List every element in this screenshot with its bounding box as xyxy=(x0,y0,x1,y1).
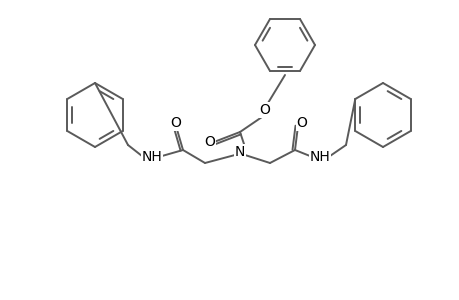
Text: NH: NH xyxy=(309,150,330,164)
Text: O: O xyxy=(204,135,215,149)
Text: O: O xyxy=(259,103,270,117)
Text: O: O xyxy=(296,116,307,130)
Text: NH: NH xyxy=(141,150,162,164)
Text: O: O xyxy=(170,116,181,130)
Text: N: N xyxy=(234,145,245,159)
